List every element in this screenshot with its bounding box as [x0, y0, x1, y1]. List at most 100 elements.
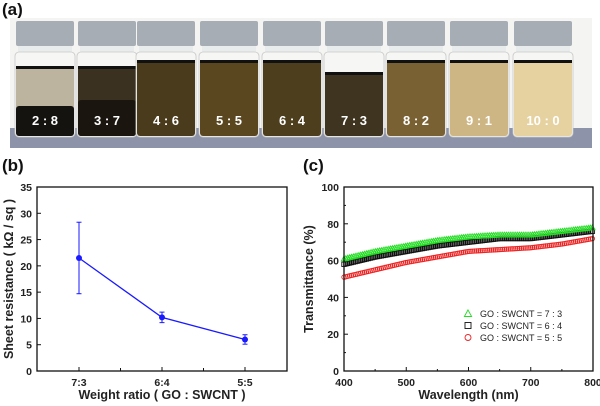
data-point — [501, 246, 508, 252]
data-point — [159, 314, 165, 321]
vial-liquid — [200, 60, 258, 136]
vial-neck — [202, 46, 256, 54]
meniscus — [514, 60, 572, 63]
legend-marker — [464, 322, 472, 329]
data-point — [531, 244, 538, 250]
legend-marker — [463, 308, 473, 317]
x-tick-label: 600 — [460, 377, 478, 389]
meniscus — [78, 66, 136, 69]
data-point — [475, 248, 482, 254]
vial-neck — [452, 46, 506, 54]
vial-label: 7 : 3 — [341, 113, 367, 128]
series-triangle — [340, 223, 596, 262]
vial-label: 5 : 5 — [216, 113, 242, 128]
data-point — [537, 243, 543, 250]
y-tick-label: 0 — [333, 366, 339, 378]
vial-sediment — [78, 100, 136, 136]
plot-frame — [36, 186, 288, 372]
data-point — [543, 243, 549, 249]
vial-liquid — [263, 60, 321, 136]
data-point — [516, 245, 523, 252]
data-point — [529, 244, 536, 251]
data-point — [548, 242, 554, 248]
vial-neck — [389, 46, 443, 54]
vial-liquid — [514, 60, 572, 136]
vial-label: 10 : 0 — [526, 113, 559, 128]
vial: 6 : 4 — [261, 21, 323, 138]
data-point — [550, 242, 556, 248]
data-point — [494, 247, 500, 253]
data-point — [466, 248, 472, 255]
meniscus — [16, 66, 74, 69]
plot-frame — [343, 186, 594, 372]
data-point — [487, 247, 493, 253]
vial: 3 : 7 — [76, 21, 138, 138]
vial-neck — [516, 46, 570, 54]
y-tick-label: 0 — [26, 366, 32, 378]
data-point — [498, 246, 504, 253]
vials-photo: 2 : 8 3 : 7 4 : 6 5 : 5 6 : 4 7 : 3 8 : 2 9 : 1… — [10, 18, 592, 148]
vial-cap — [263, 21, 321, 46]
data-point — [496, 246, 502, 253]
legend-marker — [464, 334, 472, 341]
data-point — [490, 247, 497, 253]
meniscus — [450, 60, 508, 63]
data-point — [481, 247, 487, 254]
data-point — [511, 246, 517, 252]
vial-neck — [139, 46, 193, 54]
data-point — [524, 245, 530, 251]
series-circle — [341, 235, 596, 280]
data-point — [507, 246, 513, 252]
y-tick-label: 20 — [20, 261, 32, 273]
vial-neck — [18, 46, 72, 54]
data-point — [556, 241, 562, 248]
data-point — [513, 245, 519, 252]
data-point — [541, 243, 547, 249]
transmittance-chart: 0 20 40 60 80 100 400 500 600 700 800 GO : SWCNT = … — [302, 182, 600, 402]
x-tick-label: 500 — [397, 377, 415, 389]
y-tick-label: 30 — [20, 208, 32, 220]
meniscus — [263, 60, 321, 63]
vial-neck — [265, 46, 319, 54]
data-point — [533, 244, 540, 250]
vial-liquid — [450, 60, 508, 136]
x-axis-label: Wavelength (nm) — [418, 388, 518, 402]
legend-label: GO : SWCNT = 6 : 4 — [480, 321, 562, 331]
data-point — [522, 245, 528, 251]
data-point — [242, 336, 248, 343]
data-point — [479, 247, 485, 254]
x-tick-label: 700 — [522, 377, 540, 389]
vial-cap — [137, 21, 195, 46]
data-point — [544, 243, 551, 249]
data-point — [477, 248, 483, 254]
vial: 5 : 5 — [198, 21, 260, 138]
meniscus — [200, 60, 258, 63]
y-tick-label: 35 — [20, 182, 32, 194]
data-point — [554, 241, 560, 248]
data-point — [552, 242, 558, 248]
y-tick-label: 40 — [327, 292, 339, 304]
data-point — [488, 247, 495, 253]
x-tick-label: 400 — [335, 377, 353, 389]
data-point — [528, 245, 534, 251]
x-tick-label: 5:5 — [237, 377, 252, 389]
series-line — [78, 257, 246, 341]
vial-cap — [16, 21, 74, 46]
x-tick-label: 6:4 — [154, 377, 169, 389]
meniscus — [325, 72, 383, 75]
data-point — [509, 246, 515, 252]
y-tick-label: 60 — [327, 256, 339, 268]
y-tick-label: 20 — [327, 329, 339, 341]
panel-label-b: (b) — [2, 156, 24, 175]
vial-liquid — [325, 72, 383, 136]
vial-cap — [387, 21, 445, 46]
vial-label: 4 : 6 — [153, 113, 179, 128]
data-point — [485, 247, 491, 253]
panel-label-a: (a) — [2, 0, 23, 19]
data-point — [468, 248, 474, 254]
y-tick-label: 15 — [20, 287, 32, 299]
vial-label: 9 : 1 — [466, 113, 492, 128]
meniscus — [137, 60, 195, 63]
vial-cap — [514, 21, 572, 46]
meniscus — [387, 60, 445, 63]
